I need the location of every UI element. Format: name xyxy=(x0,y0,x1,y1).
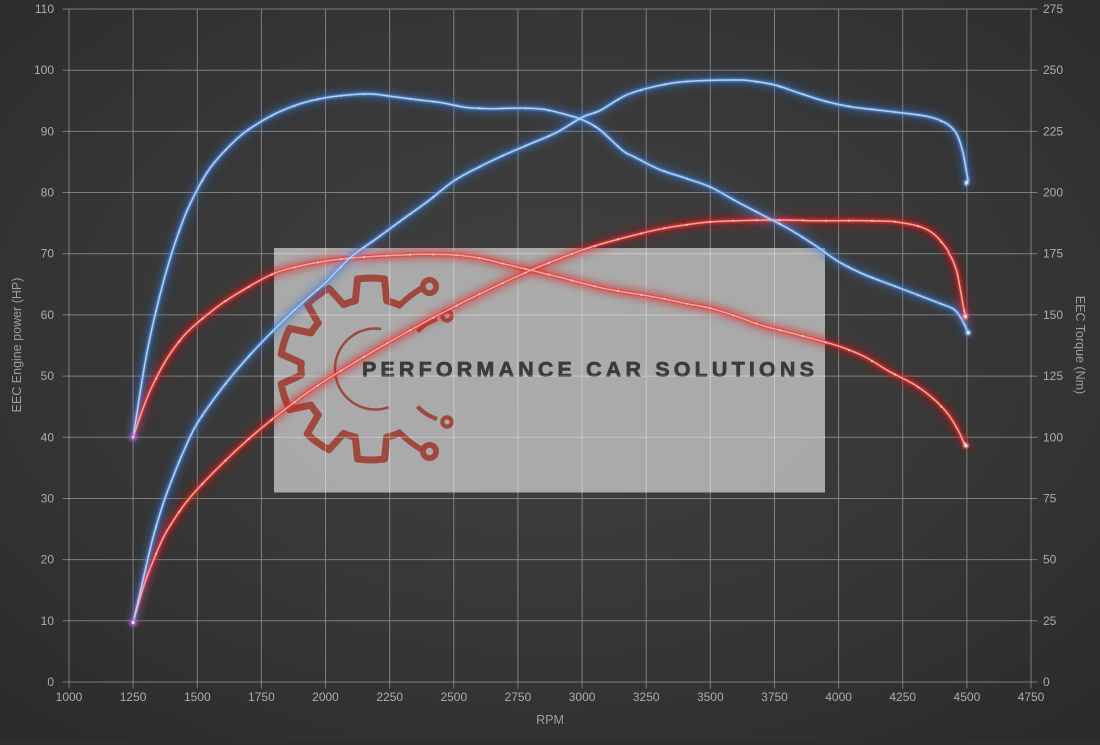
svg-text:175: 175 xyxy=(1043,247,1063,261)
svg-text:200: 200 xyxy=(1043,186,1063,200)
svg-text:250: 250 xyxy=(1043,63,1063,77)
svg-text:50: 50 xyxy=(1043,553,1057,567)
svg-text:1500: 1500 xyxy=(184,690,211,704)
svg-text:60: 60 xyxy=(41,308,55,322)
svg-text:2500: 2500 xyxy=(440,690,467,704)
svg-text:1750: 1750 xyxy=(248,690,275,704)
svg-text:100: 100 xyxy=(34,63,54,77)
svg-text:EEC Torque (Nm): EEC Torque (Nm) xyxy=(1073,296,1087,394)
svg-text:1250: 1250 xyxy=(120,690,147,704)
svg-text:1000: 1000 xyxy=(56,690,83,704)
svg-text:125: 125 xyxy=(1043,369,1063,383)
svg-text:150: 150 xyxy=(1043,308,1063,322)
svg-text:PERFORMANCE CAR SOLUTIONS: PERFORMANCE CAR SOLUTIONS xyxy=(362,358,818,382)
svg-text:RPM: RPM xyxy=(536,713,564,727)
svg-text:3250: 3250 xyxy=(633,690,660,704)
svg-text:90: 90 xyxy=(41,124,55,138)
svg-text:0: 0 xyxy=(1043,675,1050,689)
svg-text:4000: 4000 xyxy=(825,690,852,704)
svg-text:30: 30 xyxy=(41,492,55,506)
svg-text:2250: 2250 xyxy=(376,690,403,704)
svg-text:0: 0 xyxy=(47,675,54,689)
svg-text:275: 275 xyxy=(1043,2,1063,16)
svg-text:2000: 2000 xyxy=(312,690,339,704)
svg-text:100: 100 xyxy=(1043,430,1063,444)
svg-text:10: 10 xyxy=(41,614,55,628)
svg-text:EEC Engine power (HP): EEC Engine power (HP) xyxy=(10,278,24,413)
svg-text:80: 80 xyxy=(41,186,55,200)
svg-text:20: 20 xyxy=(41,553,55,567)
svg-text:75: 75 xyxy=(1043,492,1057,506)
svg-text:4250: 4250 xyxy=(889,690,916,704)
svg-text:110: 110 xyxy=(35,2,54,16)
svg-text:50: 50 xyxy=(41,369,55,383)
svg-text:3500: 3500 xyxy=(697,690,724,704)
svg-text:40: 40 xyxy=(41,430,55,444)
svg-text:4750: 4750 xyxy=(1018,690,1045,704)
svg-text:2750: 2750 xyxy=(505,690,532,704)
svg-text:25: 25 xyxy=(1043,614,1057,628)
svg-text:4500: 4500 xyxy=(954,690,981,704)
svg-text:225: 225 xyxy=(1043,124,1063,138)
svg-text:3750: 3750 xyxy=(761,690,788,704)
svg-text:70: 70 xyxy=(41,247,55,261)
svg-text:3000: 3000 xyxy=(569,690,596,704)
